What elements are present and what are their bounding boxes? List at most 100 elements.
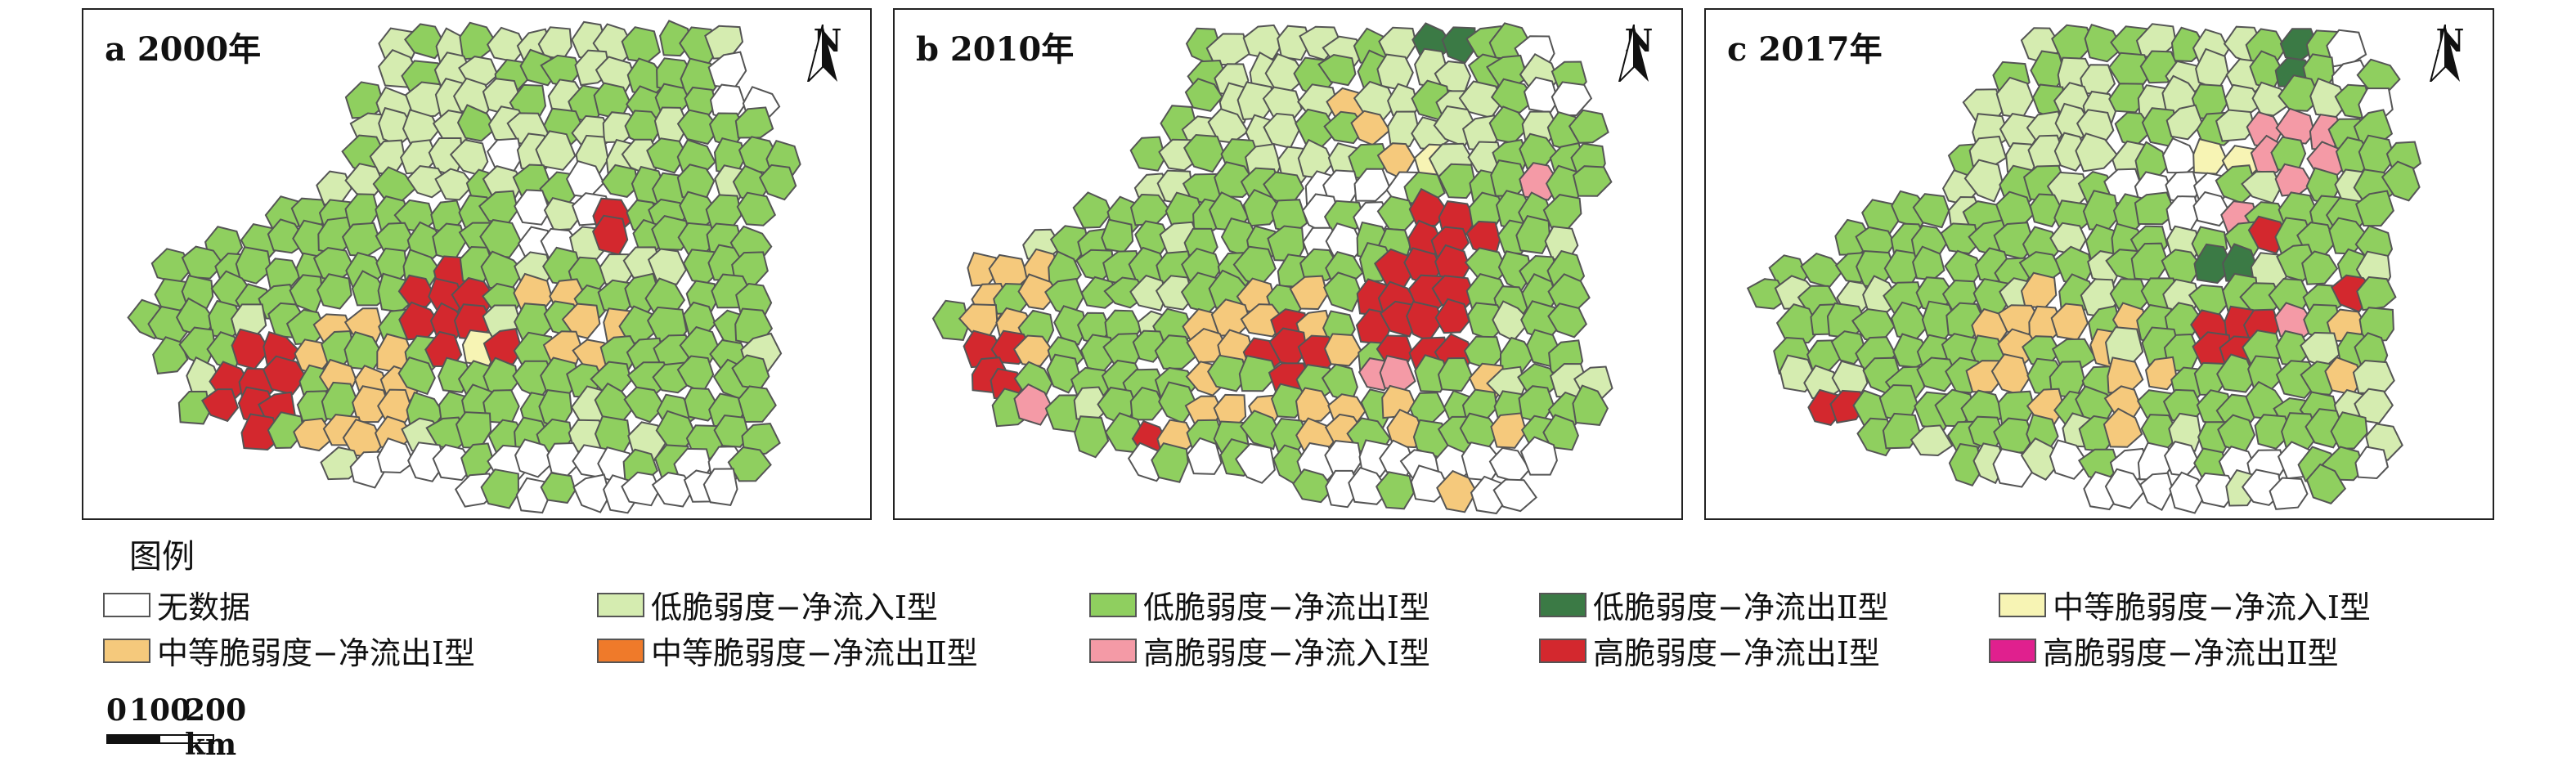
county-regions: [127, 20, 801, 514]
legend-item-no-data: 无数据: [103, 582, 250, 627]
county-region: [349, 450, 387, 489]
county-region: [1046, 353, 1081, 394]
county-region: [240, 413, 280, 451]
legend-item-low-out-2: 低脆弱度−净流出Ⅱ型: [1539, 582, 1889, 627]
county-region: [572, 473, 611, 513]
county-region: [456, 104, 497, 142]
county-region: [434, 168, 475, 201]
county-region: [1129, 274, 1168, 312]
county-region: [455, 411, 492, 449]
county-region: [2274, 163, 2313, 197]
legend-label: 高脆弱度−净流出Ⅱ型: [2043, 635, 2339, 671]
county-region: [2104, 468, 2146, 509]
county-region: [1912, 193, 1950, 229]
county-region: [2192, 190, 2232, 227]
county-region: [482, 327, 523, 365]
scale-label-200: 200 km: [185, 693, 247, 762]
county-region: [2254, 414, 2292, 450]
map-panel-2000: a 2000年 N: [82, 8, 872, 520]
county-region: [2134, 191, 2177, 226]
county-region: [1289, 275, 1329, 311]
panel-title: a 2000年: [105, 30, 262, 69]
county-region: [1129, 136, 1166, 172]
county-region: [407, 442, 447, 482]
county-region: [1572, 384, 1609, 426]
county-region: [1547, 303, 1587, 338]
county-region: [316, 273, 352, 310]
county-region: [2352, 359, 2395, 395]
county-region: [2354, 388, 2394, 424]
county-region: [646, 137, 688, 174]
county-region: [1551, 81, 1593, 117]
county-region: [1017, 273, 1059, 311]
county-region: [376, 437, 415, 474]
county-region: [1151, 442, 1189, 483]
north-arrow-icon: N: [805, 25, 850, 82]
county-regions: [1746, 23, 2422, 514]
legend-label: 无数据: [157, 589, 251, 625]
legend-label: 低脆弱度−净流入Ⅰ型: [651, 589, 938, 625]
legend-item-high-out-1: 高脆弱度−净流出Ⅰ型: [1539, 628, 1880, 673]
legend-label: 中等脆弱度−净流出Ⅱ型: [651, 635, 978, 671]
county-region: [2381, 160, 2421, 202]
county-region: [1379, 354, 1416, 392]
county-region: [2247, 215, 2287, 254]
county-region: [601, 164, 640, 198]
county-region: [2269, 477, 2309, 510]
map-panel-2017: c 2017年 N: [1704, 8, 2494, 520]
county-region: [1013, 383, 1053, 426]
county-region: [713, 415, 751, 448]
county-region: [2278, 74, 2322, 112]
legend-swatch: [1999, 592, 2046, 617]
county-region: [1406, 300, 1443, 343]
county-region: [931, 299, 970, 341]
county-region: [621, 26, 662, 63]
county-region: [397, 356, 437, 396]
county-region: [2195, 472, 2238, 509]
legend-swatch: [1089, 638, 1137, 663]
county-region: [2165, 104, 2204, 141]
county-region: [2084, 23, 2124, 63]
county-region: [621, 471, 661, 507]
county-region: [1572, 165, 1613, 197]
county-region: [1829, 389, 1866, 424]
legend-label: 中等脆弱度−净流入Ⅰ型: [2053, 589, 2371, 625]
county-region: [1916, 356, 1958, 392]
county-region: [1053, 305, 1088, 346]
county-region: [2020, 437, 2062, 481]
county-region: [514, 189, 551, 226]
county-region: [1101, 218, 1134, 253]
county-region: [177, 390, 211, 425]
county-region: [1948, 442, 1984, 487]
county-region: [1080, 276, 1120, 309]
county-region: [2103, 407, 2143, 448]
county-region: [2192, 137, 2228, 175]
county-region: [1519, 436, 1558, 476]
county-region: [727, 446, 772, 482]
north-arrow-icon: N: [2427, 25, 2473, 82]
county-region: [293, 417, 336, 452]
county-region: [1012, 334, 1054, 367]
county-region: [405, 81, 447, 119]
legend-item-low-in-1: 低脆弱度−净流入Ⅰ型: [597, 582, 938, 627]
county-region: [1207, 354, 1249, 392]
county-region: [2275, 107, 2316, 145]
county-region: [1940, 222, 1981, 255]
county-region: [2356, 276, 2397, 312]
county-region: [1072, 191, 1113, 229]
county-region: [397, 274, 437, 308]
legend-label: 低脆弱度−净流出Ⅱ型: [1593, 589, 1889, 625]
legend-item-low-out-1: 低脆弱度−净流出Ⅰ型: [1089, 582, 1430, 627]
county-region: [1295, 387, 1334, 423]
county-region: [1240, 410, 1280, 450]
legend-label: 高脆弱度−净流出Ⅰ型: [1593, 635, 1880, 671]
legend-item-mid-in-1: 中等脆弱度−净流入Ⅰ型: [1999, 582, 2371, 627]
county-region: [1436, 469, 1478, 513]
map-2000: [127, 20, 801, 514]
county-region: [1515, 214, 1551, 254]
legend-item-high-out-2: 高脆弱度−净流出Ⅱ型: [1989, 628, 2339, 673]
county-region: [263, 355, 307, 396]
legend-swatch: [1089, 592, 1137, 617]
legend-swatch: [1989, 638, 2036, 663]
county-region: [2193, 243, 2234, 285]
